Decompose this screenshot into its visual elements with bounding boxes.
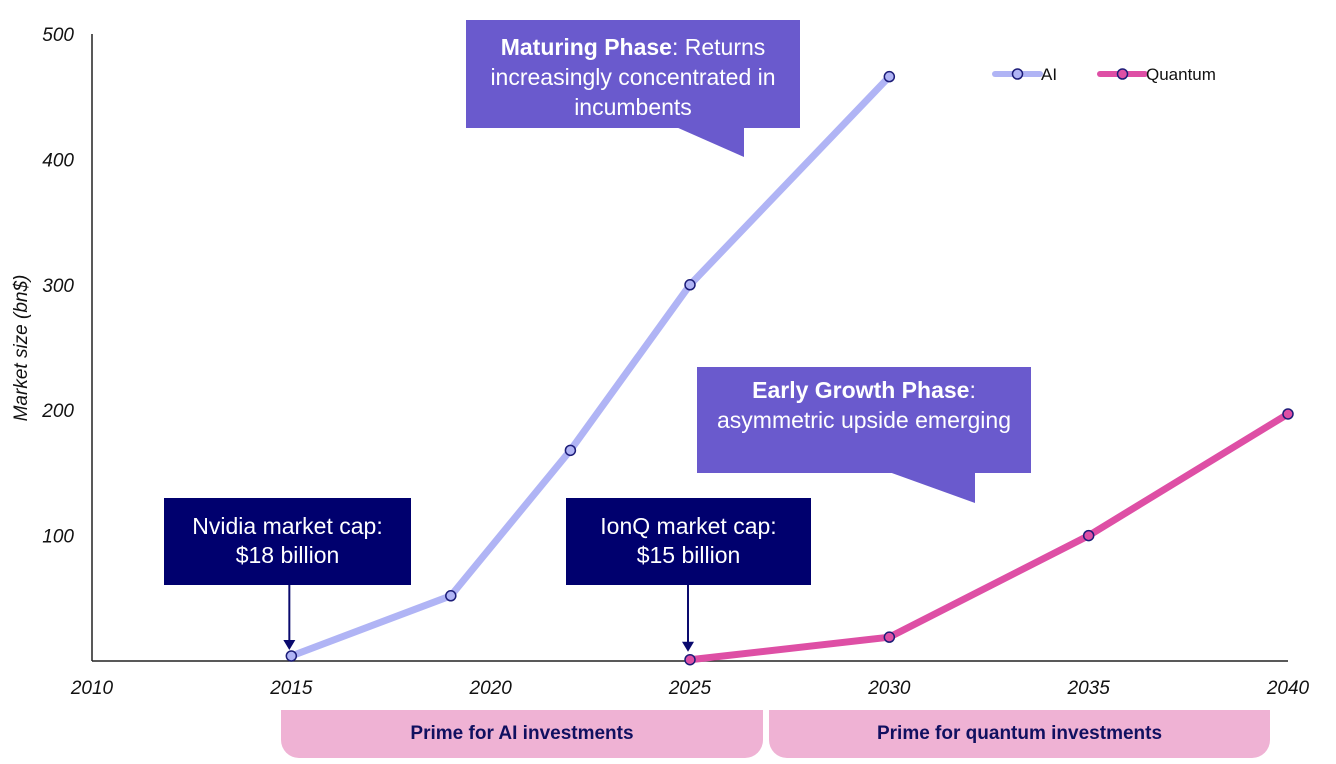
ionq-note-line1: IonQ market cap: xyxy=(600,513,777,539)
legend-label: Quantum xyxy=(1146,65,1216,84)
y-tick-label: 500 xyxy=(42,25,74,46)
data-point-quantum xyxy=(883,631,896,643)
x-tick-label: 2020 xyxy=(469,678,513,699)
maturing-callout-tail xyxy=(676,127,744,157)
legend: AI Quantum xyxy=(992,65,1216,84)
data-point-quantum xyxy=(1082,529,1095,542)
nvidia-note-line1: Nvidia market cap: xyxy=(192,513,383,539)
maturing-phase-callout: Maturing Phase: Returns increasingly con… xyxy=(466,20,800,128)
legend-swatch-marker xyxy=(1116,68,1129,80)
series-line-quantum xyxy=(686,410,1292,664)
y-axis-label: Market size (bn$) xyxy=(11,275,32,422)
legend-item-quantum: Quantum xyxy=(1097,65,1216,84)
x-tick-label: 2030 xyxy=(867,678,911,699)
ai-investment-band: Prime for AI investments xyxy=(281,710,763,758)
ionq-note-line2: $15 billion xyxy=(636,542,741,568)
data-point-ai xyxy=(883,70,896,83)
y-tick-label: 400 xyxy=(42,150,74,171)
nvidia-note-line2: $18 billion xyxy=(235,542,340,568)
y-tick-label: 100 xyxy=(42,527,74,548)
early-growth-callout: Early Growth Phase: asymmetric upside em… xyxy=(697,367,1031,473)
legend-label: AI xyxy=(1041,65,1057,84)
legend-swatch-marker xyxy=(1011,68,1024,80)
legend-item-ai: AI xyxy=(992,65,1057,84)
early-growth-callout-tail xyxy=(889,472,975,503)
early-growth-title: Early Growth Phase xyxy=(752,377,970,403)
series-layer xyxy=(285,70,1294,666)
data-point-ai xyxy=(564,444,577,457)
x-tick-label: 2025 xyxy=(668,678,712,699)
data-point-quantum xyxy=(684,653,696,666)
arrow-head xyxy=(283,639,296,650)
nvidia-note: Nvidia market cap: $18 billion xyxy=(164,498,411,585)
maturing-phase-title: Maturing Phase xyxy=(500,34,672,60)
y-tick-label: 300 xyxy=(42,276,74,297)
y-tick-label: 200 xyxy=(41,401,74,422)
x-tick-label: 2035 xyxy=(1067,678,1111,699)
x-tick-label: 2010 xyxy=(70,678,114,699)
data-point-ai xyxy=(684,279,696,291)
tick-labels: 2010 2015 2020 2025 2030 2035 2040 100 200 300 400… xyxy=(41,25,1309,699)
data-point-ai xyxy=(285,650,298,662)
nvidia-arrow xyxy=(283,585,296,650)
quantum-investment-band: Prime for quantum investments xyxy=(769,710,1270,758)
ionq-note: IonQ market cap: $15 billion xyxy=(566,498,811,585)
x-tick-label: 2040 xyxy=(1266,678,1310,699)
arrow-head xyxy=(682,641,694,652)
early-growth-text: : asymmetric upside emerging xyxy=(717,377,1012,433)
data-point-quantum xyxy=(1282,408,1294,420)
data-point-ai xyxy=(445,590,457,602)
maturing-phase-text: : Returns increasingly concentrated in i… xyxy=(490,34,776,120)
x-tick-label: 2015 xyxy=(269,678,313,699)
annotation-arrows xyxy=(283,585,694,652)
callout-tails xyxy=(676,127,975,503)
ionq-arrow xyxy=(682,585,694,652)
